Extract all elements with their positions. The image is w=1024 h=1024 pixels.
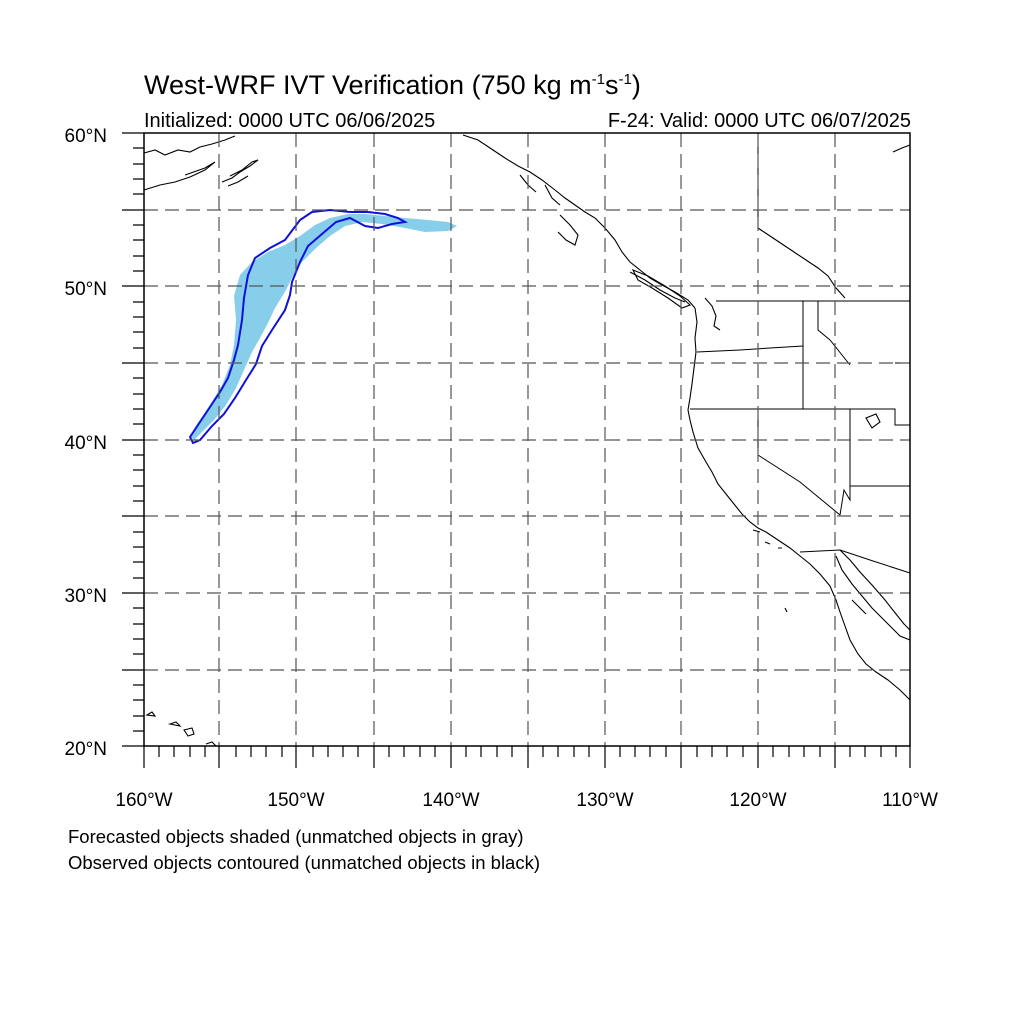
lat-label-30: 30°N bbox=[65, 586, 107, 607]
map-title: West-WRF IVT Verification (750 kg m-1s-1… bbox=[144, 70, 641, 100]
lat-label-20: 20°N bbox=[65, 739, 107, 760]
lat-label-60: 60°N bbox=[65, 126, 107, 147]
forecast-ivt-object bbox=[190, 214, 457, 440]
lon-label-150: 150°W bbox=[267, 790, 324, 811]
caption-observed: Observed objects contoured (unmatched ob… bbox=[68, 852, 541, 873]
valid-time: F-24: Valid: 0000 UTC 06/07/2025 bbox=[607, 110, 911, 132]
lon-label-110: 110°W bbox=[882, 790, 938, 811]
caption-forecast: Forecasted objects shaded (unmatched obj… bbox=[68, 826, 524, 847]
axis-ticks bbox=[122, 132, 911, 768]
lon-tick-labels: 160°W 150°W 140°W 130°W 120°W 110°W bbox=[115, 790, 938, 811]
lon-label-160: 160°W bbox=[115, 790, 172, 811]
lon-label-120: 120°W bbox=[729, 790, 786, 811]
lat-tick-labels: 60°N 50°N 40°N 30°N 20°N bbox=[65, 126, 107, 760]
coastlines bbox=[143, 134, 911, 747]
lon-label-140: 140°W bbox=[422, 790, 479, 811]
observed-ivt-contour bbox=[188, 208, 408, 445]
lon-label-130: 130°W bbox=[576, 790, 633, 811]
graticule bbox=[144, 133, 910, 746]
lat-label-50: 50°N bbox=[65, 279, 107, 300]
political-borders bbox=[690, 133, 911, 574]
initialized-time: Initialized: 0000 UTC 06/06/2025 bbox=[144, 110, 436, 132]
lat-label-40: 40°N bbox=[65, 433, 107, 454]
